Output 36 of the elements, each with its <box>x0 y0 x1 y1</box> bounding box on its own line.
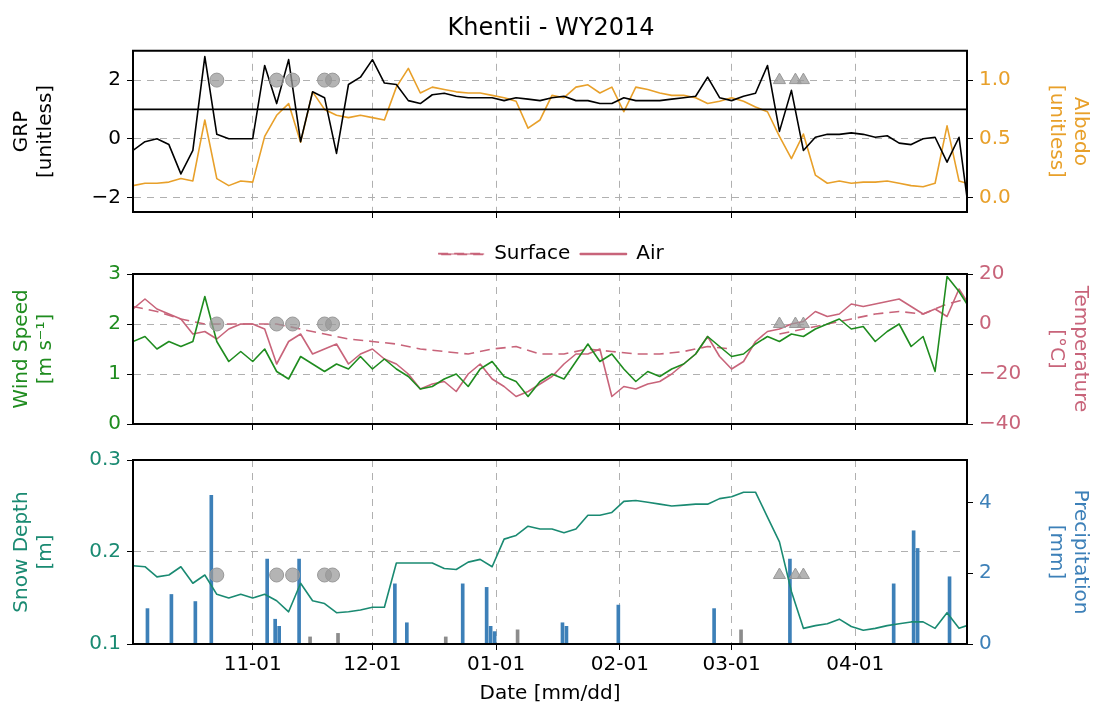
y2-tick-label: 0.0 <box>979 183 1011 208</box>
x-tick-label: 04-01 <box>826 651 885 676</box>
chart-title: Khentii - WY2014 <box>447 12 655 41</box>
y2-axis-title: Precipitation [mm] <box>1045 489 1094 615</box>
legend-label: Surface <box>494 240 571 265</box>
y-tick-label: 2 <box>108 310 121 335</box>
y-tick-label: 0 <box>108 124 121 149</box>
y-tick-label: 0 <box>108 410 121 435</box>
y-tick-label: 0.3 <box>89 446 121 471</box>
y-tick-label: 1 <box>108 360 121 385</box>
x-tick-label: 12-01 <box>343 651 402 676</box>
x-tick-label: 03-01 <box>702 651 761 676</box>
y-axis-title: GRP [unitless] <box>8 84 57 178</box>
y-tick-label: 3 <box>108 260 121 285</box>
y-tick-label: 0.1 <box>89 630 121 655</box>
y-axis-title: Wind Speed [m s⁻¹] <box>8 289 57 409</box>
y2-tick-label: 4 <box>979 488 992 513</box>
y2-axis-title: Albedo [unitless] <box>1045 84 1094 178</box>
y2-tick-label: 0.5 <box>979 124 1011 149</box>
y-tick-label: 0.2 <box>89 538 121 563</box>
y2-axis-title: Temperature [°C] <box>1045 284 1094 413</box>
y2-tick-label: −40 <box>979 410 1022 435</box>
x-tick-label: 01-01 <box>467 651 526 676</box>
y2-tick-label: 1.0 <box>979 66 1011 91</box>
y2-tick-label: −20 <box>979 360 1022 385</box>
y2-tick-label: 0 <box>979 310 992 335</box>
x-tick-label: 11-01 <box>223 651 282 676</box>
x-axis-title: Date [mm/dd] <box>479 680 621 705</box>
y-axis-title: Snow Depth [m] <box>8 491 57 613</box>
x-tick-label: 02-01 <box>590 651 649 676</box>
y2-tick-label: 2 <box>979 559 992 584</box>
y2-tick-label: 20 <box>979 260 1005 285</box>
y-tick-label: 2 <box>108 66 121 91</box>
y-tick-label: −2 <box>91 183 121 208</box>
legend-label: Air <box>636 240 665 265</box>
y2-tick-label: 0 <box>979 630 992 655</box>
